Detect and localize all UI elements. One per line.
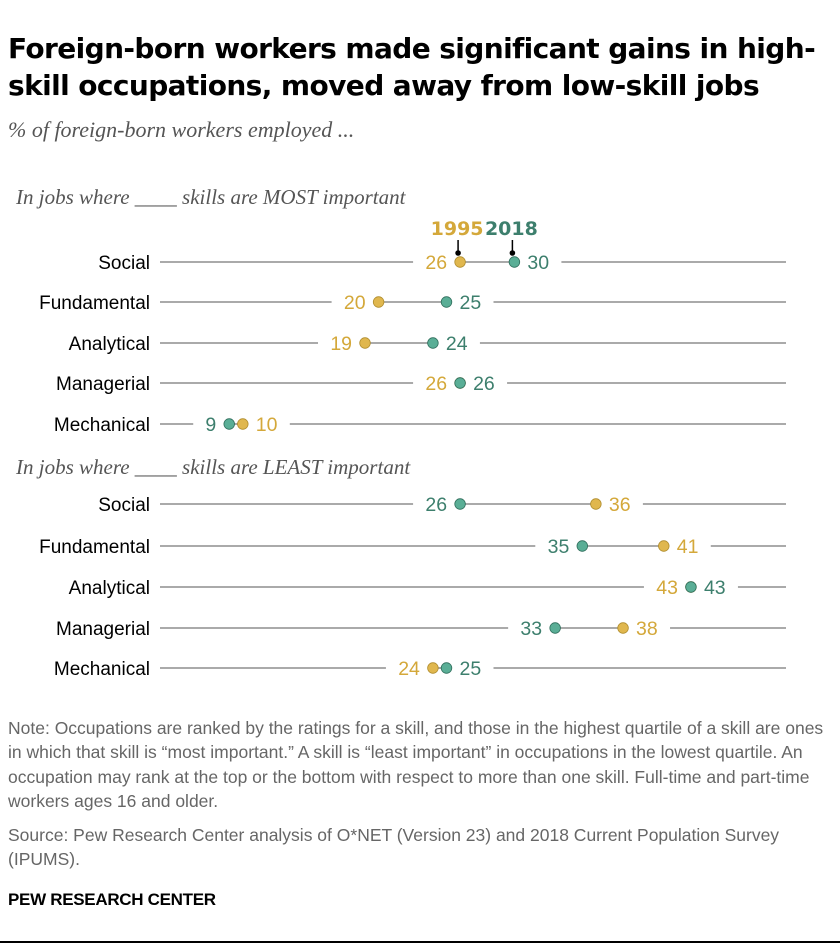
dot-plot-chart: 1995 2018 Social 26 30 Fundamental 20 25 Analyt… bbox=[39, 218, 786, 680]
dot-2018 bbox=[440, 662, 453, 674]
dot-2018 bbox=[685, 581, 697, 593]
chart-row: Managerial 26 26 bbox=[56, 373, 786, 395]
dot-2018 bbox=[427, 337, 439, 349]
dot-1995 bbox=[237, 418, 249, 430]
data-label-2018: 33 bbox=[520, 618, 542, 640]
data-label-2018: 30 bbox=[527, 252, 549, 274]
dot-1995 bbox=[427, 662, 439, 674]
chart-row: Analytical 43 43 bbox=[69, 577, 786, 599]
data-label-1995: 41 bbox=[677, 536, 699, 558]
section-label-least: In jobs where ____ skills are LEAST impo… bbox=[16, 455, 411, 479]
brand-logo-text: PEW RESEARCH CENTER bbox=[8, 890, 216, 909]
chart-row: Mechanical 24 25 bbox=[54, 658, 786, 680]
chart-note: Note: Occupations are ranked by the rati… bbox=[8, 718, 824, 812]
data-label-1995: 10 bbox=[256, 414, 278, 436]
legend-label-2018: 2018 bbox=[485, 218, 538, 240]
category-label: Managerial bbox=[56, 619, 150, 640]
chart-row: Managerial 33 38 bbox=[56, 618, 786, 640]
dot-1995 bbox=[658, 540, 670, 552]
legend-leader-dot bbox=[509, 250, 516, 256]
dot-2018 bbox=[454, 498, 466, 510]
legend-leader-dot bbox=[455, 250, 461, 256]
data-label-2018: 35 bbox=[548, 536, 570, 558]
category-label: Fundamental bbox=[39, 537, 150, 558]
chart-title: Foreign-born workers made significant ga… bbox=[8, 32, 816, 102]
category-label: Mechanical bbox=[54, 415, 150, 436]
chart-row: Social 26 30 bbox=[98, 252, 786, 274]
section-label-most: In jobs where ____ skills are MOST impor… bbox=[16, 185, 406, 209]
category-label: Fundamental bbox=[39, 293, 150, 314]
dot-2018 bbox=[223, 418, 235, 430]
chart-row: Mechanical 9 10 bbox=[54, 414, 786, 436]
dot-1995 bbox=[590, 498, 602, 510]
category-label: Managerial bbox=[56, 374, 150, 395]
category-label: Social bbox=[98, 253, 150, 274]
chart-row: Social 26 36 bbox=[98, 494, 786, 516]
data-label-1995: 20 bbox=[344, 292, 366, 314]
data-label-1995: 38 bbox=[636, 618, 658, 640]
legend-label-1995: 1995 bbox=[431, 218, 484, 240]
dot-2018 bbox=[508, 256, 521, 268]
chart-subtitle: % of foreign-born workers employed ... bbox=[8, 117, 355, 142]
chart-row: Fundamental 20 25 bbox=[39, 292, 786, 314]
category-label: Analytical bbox=[69, 578, 150, 599]
dot-1995 bbox=[372, 296, 385, 308]
category-label: Analytical bbox=[69, 334, 150, 355]
dot-1995 bbox=[359, 337, 371, 349]
bottom-divider bbox=[0, 941, 840, 943]
dot-2018 bbox=[549, 622, 561, 634]
data-label-2018: 24 bbox=[446, 333, 468, 355]
data-label-1995: 19 bbox=[330, 333, 352, 355]
dot-1995 bbox=[454, 256, 466, 268]
dot-1995 bbox=[617, 622, 629, 634]
category-label: Social bbox=[98, 495, 150, 516]
data-label-2018: 9 bbox=[205, 414, 216, 436]
data-label-1995: 26 bbox=[425, 373, 447, 395]
category-label: Mechanical bbox=[54, 659, 150, 680]
data-label-1995: 24 bbox=[398, 658, 420, 680]
chart-source: Source: Pew Research Center analysis of … bbox=[8, 825, 780, 870]
data-label-1995: 43 bbox=[656, 577, 678, 599]
chart-row: Analytical 19 24 bbox=[69, 333, 786, 355]
data-label-1995: 26 bbox=[425, 252, 447, 274]
data-label-1995: 36 bbox=[609, 494, 631, 516]
data-label-2018: 26 bbox=[473, 373, 495, 395]
data-label-2018: 25 bbox=[460, 292, 482, 314]
chart-row: Fundamental 35 41 bbox=[39, 536, 786, 558]
dot-2018 bbox=[576, 540, 589, 552]
data-label-2018: 25 bbox=[460, 658, 482, 680]
chart-legend: 1995 2018 bbox=[431, 218, 538, 256]
data-label-2018: 43 bbox=[704, 577, 726, 599]
dot-2018 bbox=[440, 296, 453, 308]
data-label-2018: 26 bbox=[425, 494, 447, 516]
dot-2018 bbox=[454, 377, 466, 389]
